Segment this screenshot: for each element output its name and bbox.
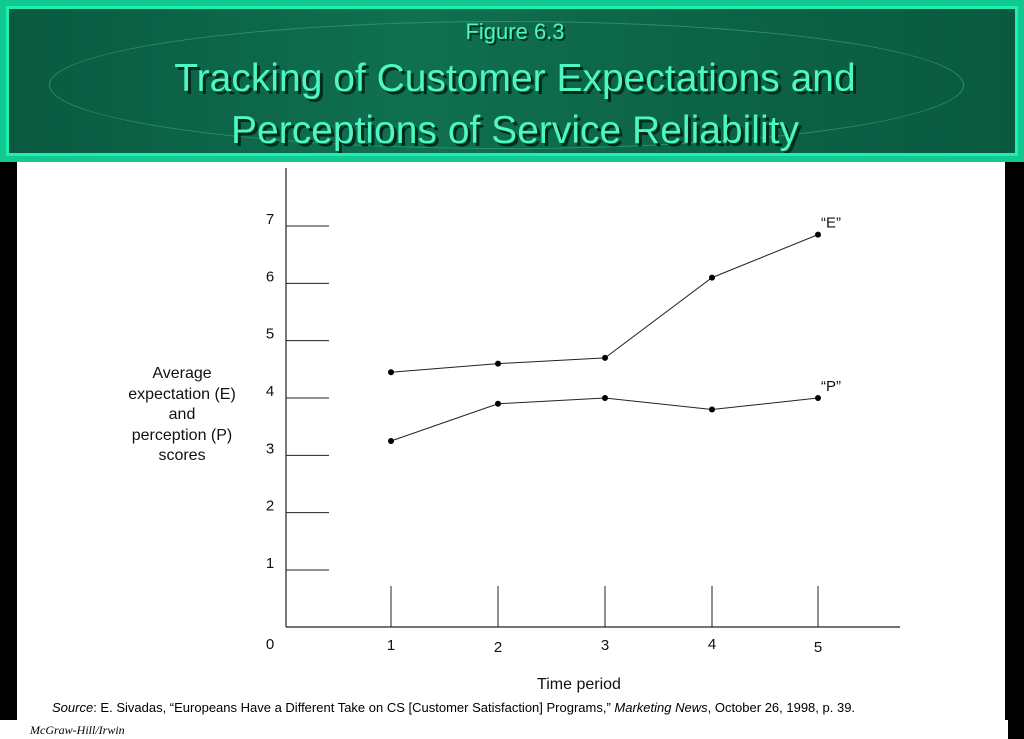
x-tick-label: 2	[494, 639, 502, 656]
chart-ticks: 0 1 2 3 4 5 6 7 1 2 3 4 5	[266, 211, 822, 656]
y-tick-label: 4	[266, 383, 274, 400]
series-line-p	[390, 397, 819, 442]
y-axis-label-line: expectation (E)	[128, 385, 236, 403]
x-tick-label: 3	[601, 637, 609, 654]
figure-label: Figure 6.3	[465, 19, 565, 44]
y-axis-label-line: Average	[152, 365, 212, 382]
y-axis-label-line: perception (P)	[131, 426, 233, 444]
x-tick-label: 5	[814, 639, 822, 656]
chart-series	[388, 231, 821, 445]
data-point	[388, 369, 394, 376]
y-tick-label: 7	[266, 211, 274, 228]
chart-axes	[285, 168, 900, 628]
source-publication: Marketing News	[614, 700, 708, 715]
x-axis-label: Time period	[537, 676, 621, 693]
source-text: : E. Sivadas, “Europeans Have a Differen…	[93, 700, 615, 715]
y-tick-label: 3	[266, 440, 274, 457]
series-line-e	[390, 234, 819, 373]
y-tick-label: 0	[266, 636, 274, 653]
data-point	[388, 438, 394, 445]
y-tick-label: 6	[266, 268, 274, 285]
title-line-1: Tracking of Customer Expectations and	[174, 57, 856, 100]
data-point	[602, 395, 608, 402]
data-point	[709, 274, 715, 281]
data-point	[602, 354, 608, 361]
series-label-e: “E”	[821, 215, 841, 232]
publisher-logo: McGraw-Hill/Irwin	[30, 723, 125, 737]
chart-labels: “E” “P”	[821, 215, 841, 395]
x-tick-label: 1	[387, 637, 395, 654]
y-tick-label: 1	[266, 555, 274, 572]
y-axis-label: Average expectation (E) and perception (P) s…	[112, 364, 252, 467]
y-tick-label: 5	[266, 326, 274, 343]
y-tick-label: 2	[266, 498, 274, 515]
data-point	[495, 360, 501, 367]
x-tick-label: 4	[708, 636, 716, 653]
source-citation: Source: E. Sivadas, “Europeans Have a Di…	[52, 700, 855, 715]
header-panel: Figure 6.3 Tracking of Customer Expectat…	[6, 6, 1018, 156]
data-point	[709, 406, 715, 413]
header-ellipse-decoration	[49, 21, 964, 149]
data-point	[815, 231, 821, 238]
y-axis-label-line: scores	[158, 447, 206, 464]
data-point	[815, 395, 821, 402]
y-axis-label-line: and	[168, 406, 196, 423]
series-label-p: “P”	[821, 378, 841, 395]
source-date: , October 26, 1998, p. 39.	[707, 700, 856, 715]
slide-header: Figure 6.3 Tracking of Customer Expectat…	[0, 0, 1024, 162]
data-point	[495, 400, 501, 407]
slide-title: Tracking of Customer Expectations and Pe…	[9, 53, 1015, 153]
source-label: Source	[52, 700, 94, 715]
footer-strip	[0, 720, 1008, 739]
title-line-2: Perceptions of Service Reliability	[231, 109, 799, 152]
